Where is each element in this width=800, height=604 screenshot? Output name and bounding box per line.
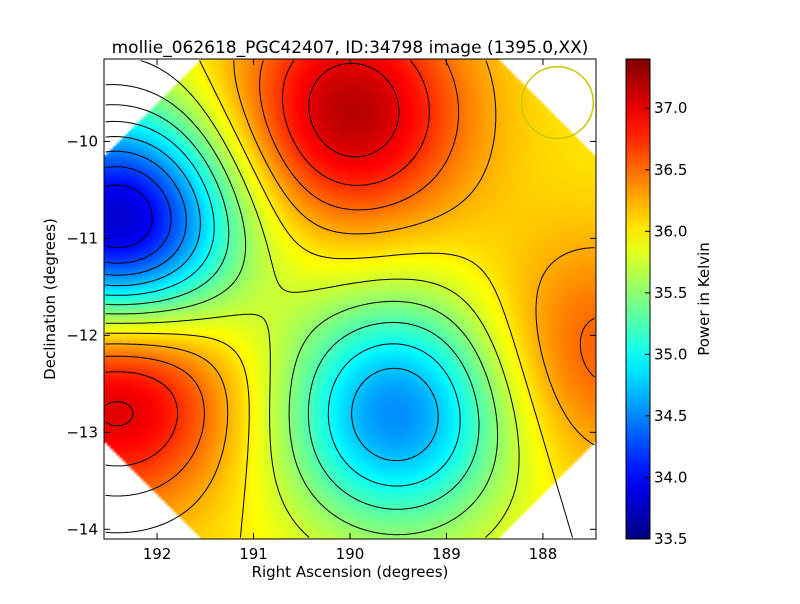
x-axis-label: Right Ascension (degrees) (252, 563, 449, 581)
contour-line (105, 60, 520, 538)
x-tick-label: 192 (143, 545, 172, 563)
colorbar-tick-label: 33.5 (654, 530, 687, 548)
contour-line (105, 60, 595, 497)
beam-circle (520, 66, 595, 140)
x-tick-label: 191 (239, 545, 268, 563)
y-tick-label: −11 (66, 229, 98, 247)
y-tick-label: −12 (66, 326, 98, 344)
contour-line (105, 62, 400, 427)
colorbar-tick-label: 36.0 (654, 222, 687, 240)
colorbar-tick-label: 35.5 (654, 284, 687, 302)
x-axis-ticks: 192 191 190 189 188 (143, 59, 558, 563)
contour-line (105, 84, 499, 536)
colorbar (626, 59, 650, 539)
contour-line (105, 104, 480, 510)
y-axis-label: Declination (degrees) (41, 218, 59, 380)
colorbar-tick-label: 34.0 (654, 468, 687, 486)
colorbar-frame (625, 58, 651, 540)
x-tick-label: 190 (336, 545, 365, 563)
contour-line (105, 136, 439, 462)
contour-line (105, 60, 573, 538)
heatmap-image (104, 59, 596, 539)
x-tick-label: 188 (529, 545, 558, 563)
colorbar-tick-label: 37.0 (654, 99, 687, 117)
contour-line (105, 60, 595, 534)
contour-line (105, 184, 153, 249)
contour-lines (105, 60, 595, 538)
y-tick-label: −14 (66, 520, 98, 538)
chart-title: mollie_062618_PGC42407, ID:34798 image (… (112, 38, 589, 58)
y-tick-label: −13 (66, 423, 98, 441)
y-axis-ticks: −10 −11 −12 −13 −14 (66, 132, 596, 538)
contour-line (105, 60, 430, 467)
colorbar-ticks: 33.5 34.0 34.5 35.0 35.5 36.0 36.5 37.0 (645, 99, 687, 548)
contour-line (105, 166, 172, 264)
colorbar-tick-label: 36.5 (654, 161, 687, 179)
contour-line (105, 150, 187, 276)
colorbar-tick-label: 34.5 (654, 407, 687, 425)
heatmap-area (104, 59, 596, 539)
x-tick-label: 189 (432, 545, 461, 563)
colorbar-tick-label: 35.0 (654, 345, 687, 363)
contour-line (105, 120, 461, 487)
y-tick-label: −10 (66, 132, 98, 150)
colorbar-label: Power in Kelvin (695, 242, 713, 356)
